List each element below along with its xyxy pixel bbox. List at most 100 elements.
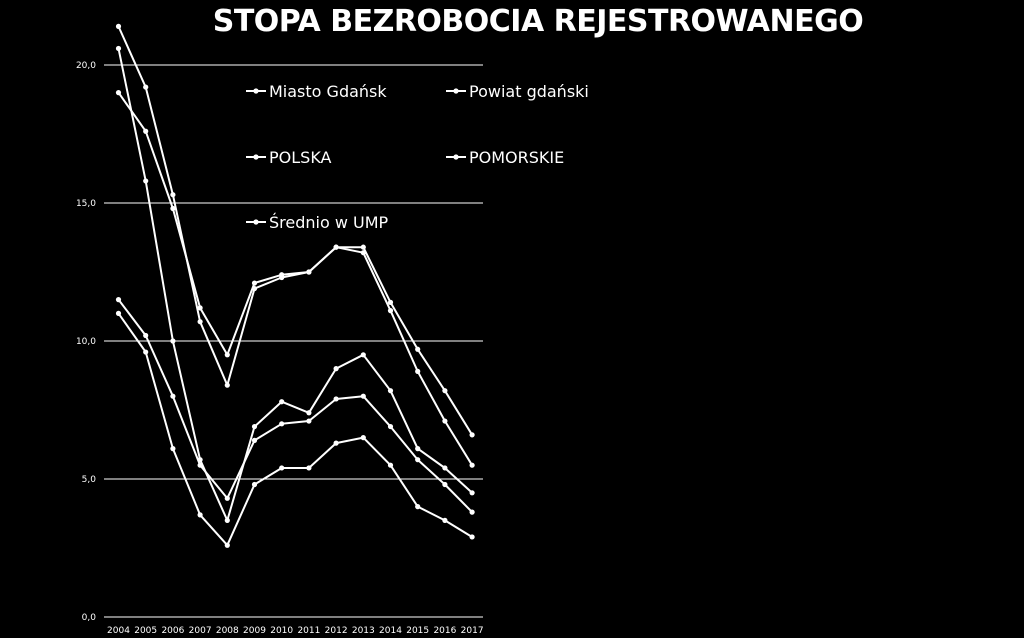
legend-marker [253, 88, 259, 94]
y-tick-label: 15,0 [76, 199, 96, 209]
legend-marker [253, 219, 259, 225]
data-point [224, 382, 230, 388]
data-point [170, 205, 176, 212]
data-point [170, 446, 176, 452]
data-point [197, 319, 203, 325]
legend-label: Powiat gdański [469, 82, 589, 101]
data-point [469, 534, 475, 540]
legend-entry: POMORSKIE [446, 148, 564, 167]
data-point [143, 128, 149, 134]
data-point [387, 423, 394, 430]
data-point [360, 244, 366, 250]
data-point [279, 421, 285, 427]
legend-label: Miasto Gdańsk [269, 82, 387, 101]
data-point [469, 509, 475, 515]
data-point [143, 178, 149, 184]
data-point [442, 517, 448, 524]
x-axis-ticks: 2004 2005 2006 2007 2008 2009 2010 2011 2012 2013… [107, 626, 484, 636]
legend-entry: Średnio w UMP [246, 213, 389, 232]
data-point [197, 512, 203, 518]
data-point [251, 437, 258, 443]
data-point [415, 346, 421, 352]
data-point [115, 90, 122, 96]
data-point [360, 250, 366, 256]
data-point [387, 299, 394, 305]
legend-label: Średnio w UMP [269, 213, 389, 232]
series-4 [115, 23, 475, 468]
data-point [306, 418, 312, 424]
series-5 [115, 297, 475, 515]
data-point [224, 352, 230, 358]
series-3 [115, 90, 475, 438]
legend: Miasto Gdańsk Powiat gdański POLSKA POMORSK… [246, 82, 589, 232]
data-point [306, 410, 312, 416]
legend-marker [253, 154, 259, 160]
data-point [143, 332, 149, 339]
data-point [442, 388, 448, 394]
data-point [251, 280, 258, 286]
legend-label: POLSKA [269, 148, 332, 167]
x-tick-label: 2004 [107, 626, 130, 636]
series-line [117, 298, 473, 513]
series-lines [115, 23, 475, 548]
grid [104, 64, 483, 618]
legend-marker [453, 88, 459, 94]
series-line [117, 25, 473, 466]
data-point [170, 393, 176, 399]
data-point [279, 465, 285, 471]
data-point [306, 269, 312, 275]
data-point [360, 352, 366, 358]
data-point [143, 349, 149, 355]
data-point [115, 45, 122, 52]
data-point [251, 423, 258, 430]
data-point [224, 495, 230, 501]
y-tick-label: 10,0 [76, 337, 96, 347]
data-point [387, 462, 394, 468]
data-point [279, 399, 285, 405]
data-point [224, 542, 230, 548]
x-tick-label: 2005 [134, 626, 157, 636]
x-tick-label: 2010 [270, 626, 293, 636]
data-point [415, 446, 421, 452]
legend-entry: Powiat gdański [446, 82, 589, 101]
y-tick-label: 5,0 [82, 475, 97, 485]
data-point [170, 192, 176, 198]
data-point [170, 338, 176, 344]
series-1 [115, 310, 475, 548]
data-point [197, 305, 203, 311]
data-point [251, 285, 258, 292]
data-point [415, 368, 421, 374]
data-point [442, 481, 448, 488]
x-tick-label: 2011 [297, 626, 320, 636]
data-point [469, 490, 475, 496]
data-point [115, 23, 122, 29]
data-point [143, 84, 149, 90]
x-tick-label: 2017 [461, 626, 484, 636]
data-point [442, 465, 448, 471]
x-tick-label: 2009 [243, 626, 266, 636]
data-point [115, 310, 122, 316]
data-point [333, 440, 339, 446]
data-point [333, 244, 339, 250]
data-point [387, 308, 394, 314]
data-point [469, 462, 475, 468]
data-point [306, 465, 312, 471]
series-line [117, 312, 473, 547]
x-tick-label: 2007 [189, 626, 212, 636]
data-point [333, 396, 339, 402]
x-tick-label: 2006 [161, 626, 184, 636]
x-tick-label: 2015 [406, 626, 429, 636]
legend-label: POMORSKIE [469, 148, 564, 167]
data-point [360, 393, 366, 399]
series-2 [115, 45, 475, 524]
data-point [442, 418, 448, 424]
data-point [360, 435, 366, 441]
x-tick-label: 2008 [216, 626, 239, 636]
x-tick-label: 2014 [379, 626, 402, 636]
series-line [117, 48, 473, 522]
y-tick-label: 20,0 [76, 61, 96, 71]
data-point [279, 274, 285, 281]
data-point [224, 517, 230, 524]
x-tick-label: 2012 [325, 626, 348, 636]
